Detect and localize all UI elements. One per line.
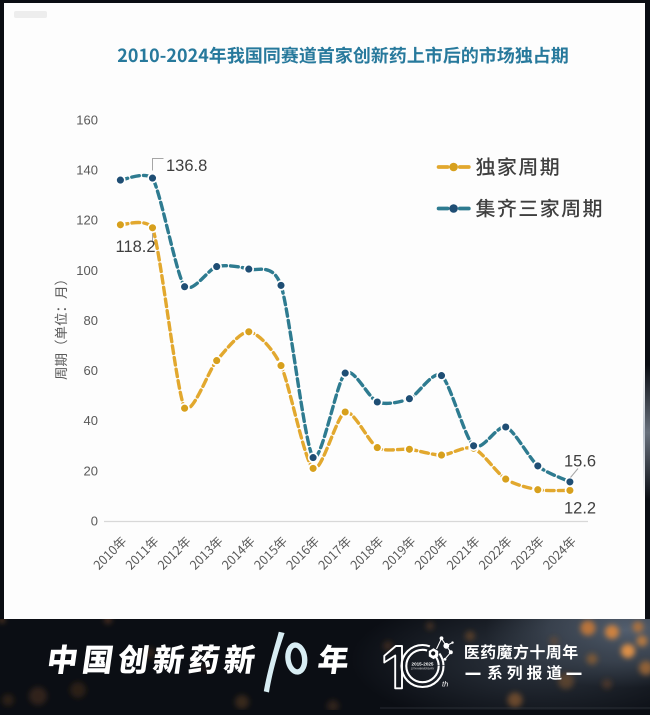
svg-text:80: 80: [84, 313, 98, 328]
svg-text:140: 140: [76, 163, 98, 178]
svg-text:40: 40: [84, 413, 98, 428]
svg-text:136.8: 136.8: [166, 157, 207, 175]
svg-text:10TH ANNIVERSARY: 10TH ANNIVERSARY: [411, 668, 435, 671]
svg-text:160: 160: [76, 113, 98, 128]
svg-text:th: th: [442, 680, 448, 689]
svg-text:2015-2025: 2015-2025: [412, 662, 434, 667]
svg-text:120: 120: [76, 213, 98, 228]
svg-text:15.6: 15.6: [564, 453, 596, 471]
svg-text:0: 0: [91, 514, 98, 529]
svg-text:12.2: 12.2: [564, 500, 596, 518]
svg-text:118.2: 118.2: [116, 238, 156, 256]
svg-text:100: 100: [76, 263, 98, 278]
svg-text:20: 20: [84, 463, 98, 478]
svg-text:60: 60: [84, 363, 98, 378]
